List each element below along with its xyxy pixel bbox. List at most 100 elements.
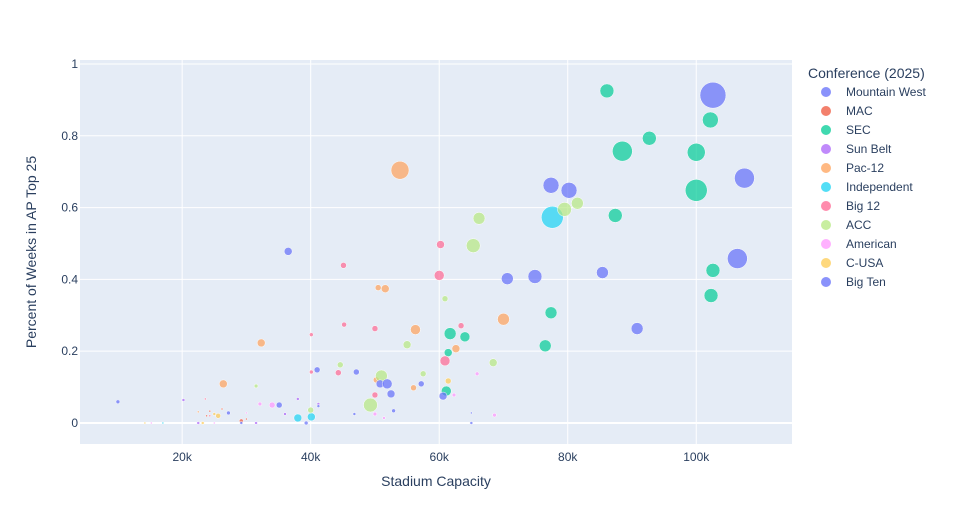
data-point[interactable] — [527, 269, 543, 284]
data-point[interactable] — [705, 263, 721, 278]
data-point[interactable] — [470, 411, 473, 415]
data-point[interactable] — [212, 412, 217, 416]
data-point[interactable] — [313, 366, 321, 374]
legend-item[interactable]: Big 12 — [821, 199, 880, 213]
data-point[interactable] — [419, 370, 427, 378]
data-point[interactable] — [687, 143, 706, 162]
data-point[interactable] — [443, 348, 453, 357]
data-point[interactable] — [685, 179, 708, 202]
data-point[interactable] — [734, 167, 755, 189]
data-point[interactable] — [492, 412, 497, 418]
data-point[interactable] — [275, 401, 283, 409]
legend-item[interactable]: Sun Belt — [821, 142, 892, 156]
data-point[interactable] — [380, 284, 390, 293]
data-point[interactable] — [245, 417, 248, 421]
data-point[interactable] — [474, 371, 480, 377]
data-point[interactable] — [612, 140, 633, 162]
data-point[interactable] — [219, 379, 228, 389]
data-point[interactable] — [337, 361, 344, 369]
data-point[interactable] — [542, 177, 560, 194]
data-point[interactable] — [268, 401, 276, 409]
data-point[interactable] — [363, 397, 378, 413]
data-point[interactable] — [571, 197, 584, 210]
data-point[interactable] — [196, 410, 200, 414]
data-point[interactable] — [436, 240, 445, 249]
data-point[interactable] — [630, 322, 644, 335]
data-point[interactable] — [538, 339, 552, 353]
data-point[interactable] — [441, 295, 449, 303]
legend-item[interactable]: American — [821, 237, 897, 251]
data-point[interactable] — [382, 416, 386, 420]
legend-item[interactable]: ACC — [821, 218, 872, 232]
data-point[interactable] — [293, 413, 303, 423]
data-point[interactable] — [335, 369, 342, 376]
data-point[interactable] — [181, 398, 186, 402]
data-point[interactable] — [307, 406, 314, 414]
data-point[interactable] — [303, 420, 309, 426]
data-point[interactable] — [257, 401, 263, 407]
data-point[interactable] — [451, 392, 457, 398]
data-point[interactable] — [309, 332, 314, 337]
data-point[interactable] — [213, 421, 216, 425]
data-point[interactable] — [226, 410, 231, 416]
data-point[interactable] — [256, 338, 266, 348]
data-point[interactable] — [283, 412, 287, 416]
data-point[interactable] — [150, 421, 153, 425]
data-point[interactable] — [557, 202, 572, 217]
data-point[interactable] — [386, 389, 396, 399]
legend-item[interactable]: SEC — [821, 123, 871, 137]
data-point[interactable] — [253, 383, 259, 389]
legend-item[interactable]: Pac-12 — [821, 161, 884, 175]
data-point[interactable] — [200, 421, 205, 425]
data-point[interactable] — [402, 340, 412, 349]
data-point[interactable] — [215, 413, 221, 419]
data-point[interactable] — [381, 378, 393, 390]
data-point[interactable] — [283, 247, 293, 256]
data-point[interactable] — [501, 272, 514, 285]
data-point[interactable] — [220, 407, 224, 411]
data-point[interactable] — [143, 421, 147, 425]
data-point[interactable] — [702, 111, 719, 129]
data-point[interactable] — [560, 182, 578, 199]
legend-item[interactable]: MAC — [821, 104, 873, 118]
data-point[interactable] — [115, 399, 121, 405]
data-point[interactable] — [472, 212, 486, 225]
data-point[interactable] — [371, 391, 379, 399]
data-point[interactable] — [353, 368, 360, 376]
data-point[interactable] — [161, 421, 165, 425]
data-point[interactable] — [371, 325, 379, 332]
data-point[interactable] — [410, 324, 421, 335]
data-point[interactable] — [307, 412, 316, 422]
data-point[interactable] — [699, 81, 727, 109]
data-point[interactable] — [596, 266, 609, 279]
data-point[interactable] — [208, 414, 212, 418]
data-point[interactable] — [727, 248, 748, 269]
data-point[interactable] — [316, 404, 321, 408]
data-point[interactable] — [391, 408, 396, 414]
data-point[interactable] — [433, 270, 445, 281]
data-point[interactable] — [497, 312, 510, 326]
data-point[interactable] — [488, 358, 498, 367]
data-point[interactable] — [457, 322, 465, 329]
legend-item[interactable]: Big Ten — [821, 275, 886, 289]
data-point[interactable] — [608, 208, 623, 223]
legend-item[interactable]: Mountain West — [821, 85, 926, 99]
data-point[interactable] — [438, 391, 448, 401]
data-point[interactable] — [410, 384, 417, 392]
data-point[interactable] — [205, 414, 208, 418]
data-point[interactable] — [309, 369, 314, 375]
data-point[interactable] — [196, 421, 200, 425]
data-point[interactable] — [296, 397, 300, 401]
legend-item[interactable]: Independent — [821, 180, 913, 194]
data-point[interactable] — [451, 344, 461, 353]
data-point[interactable] — [204, 397, 207, 401]
data-point[interactable] — [459, 331, 471, 343]
data-point[interactable] — [341, 321, 347, 328]
data-point[interactable] — [469, 421, 474, 425]
data-point[interactable] — [439, 355, 451, 367]
data-point[interactable] — [390, 160, 410, 180]
legend-item[interactable]: C-USA — [821, 256, 883, 270]
data-point[interactable] — [239, 421, 244, 425]
data-point[interactable] — [352, 412, 357, 416]
data-point[interactable] — [340, 262, 347, 269]
